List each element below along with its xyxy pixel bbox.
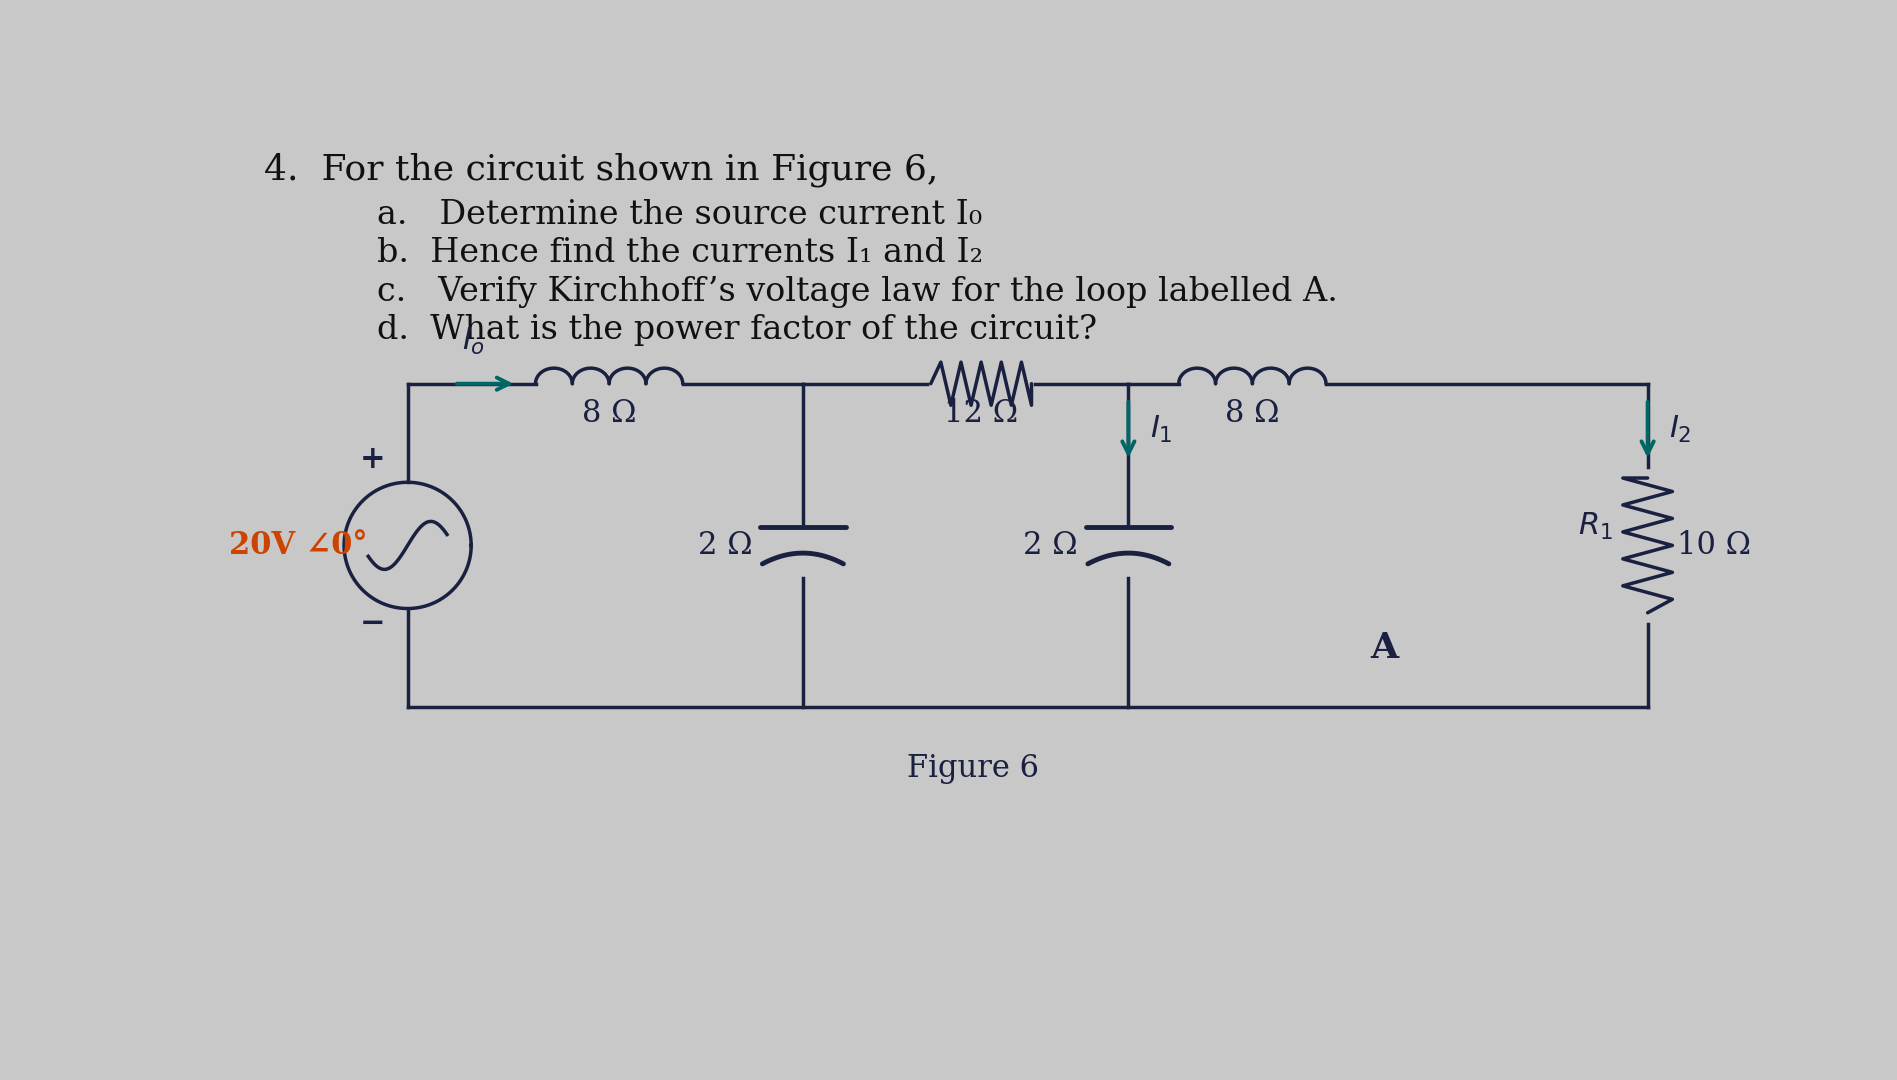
Text: $I_o$: $I_o$ <box>463 326 486 356</box>
Text: $I_2$: $I_2$ <box>1669 415 1692 445</box>
Text: Figure 6: Figure 6 <box>907 754 1040 784</box>
Text: 4.  For the circuit shown in Figure 6,: 4. For the circuit shown in Figure 6, <box>264 152 939 187</box>
Text: d.  What is the power factor of the circuit?: d. What is the power factor of the circu… <box>378 314 1096 347</box>
Text: −: − <box>360 608 385 639</box>
Text: 8 Ω: 8 Ω <box>582 397 635 429</box>
Text: +: + <box>360 444 385 475</box>
Text: 20V ∠0°: 20V ∠0° <box>230 530 368 561</box>
Text: a.   Determine the source current I₀: a. Determine the source current I₀ <box>378 199 983 231</box>
Text: 2 Ω: 2 Ω <box>1022 530 1077 561</box>
Text: c.   Verify Kirchhoff’s voltage law for the loop labelled A.: c. Verify Kirchhoff’s voltage law for th… <box>378 275 1337 308</box>
Text: $R_1$: $R_1$ <box>1578 511 1612 542</box>
Text: 10 Ω: 10 Ω <box>1677 530 1751 561</box>
Text: 12 Ω: 12 Ω <box>945 397 1019 429</box>
Text: 8 Ω: 8 Ω <box>1225 397 1280 429</box>
Text: A: A <box>1370 631 1398 665</box>
Text: $I_1$: $I_1$ <box>1150 415 1172 445</box>
Text: 2 Ω: 2 Ω <box>698 530 753 561</box>
Text: b.  Hence find the currents I₁ and I₂: b. Hence find the currents I₁ and I₂ <box>378 238 983 269</box>
